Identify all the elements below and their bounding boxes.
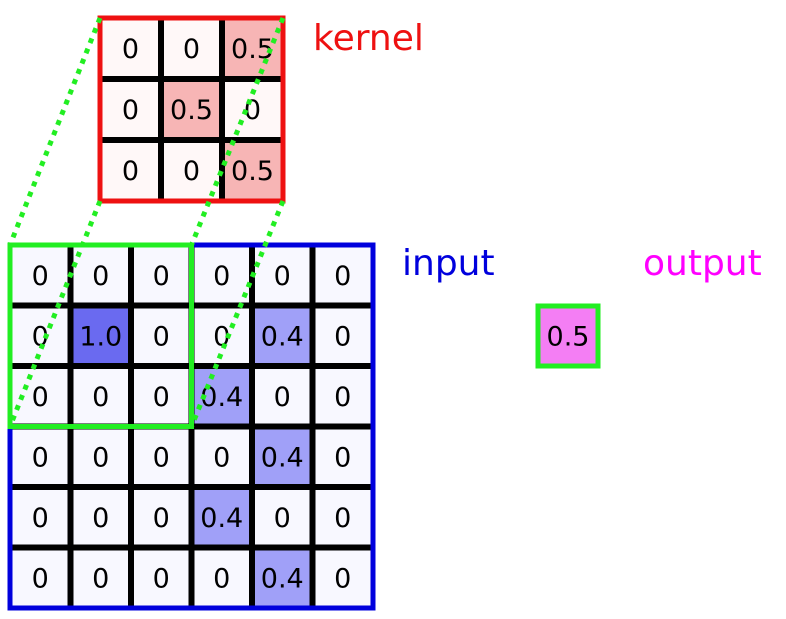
input-cell-value: 0 xyxy=(153,382,170,413)
projection-line xyxy=(7,200,103,428)
kernel-cell-value: 0.5 xyxy=(170,95,213,126)
input-cell-value: 0 xyxy=(274,503,291,534)
input-cell xyxy=(131,366,192,427)
input-label: input xyxy=(402,243,495,284)
input-cell xyxy=(191,245,252,306)
input-cell xyxy=(252,366,313,427)
receptive-field-box xyxy=(7,242,194,429)
kernel-cell xyxy=(222,140,283,201)
input-cell xyxy=(70,426,131,487)
projection-line xyxy=(189,17,286,246)
input-cell xyxy=(70,547,131,608)
input-cell xyxy=(312,366,373,427)
input-cell-value: 0 xyxy=(153,563,170,594)
input-cell-value: 0 xyxy=(153,321,170,352)
input-cell-value: 0 xyxy=(213,261,230,292)
input-cell-value: 0 xyxy=(32,563,49,594)
kernel-cell xyxy=(222,18,283,79)
kernel-cell-value: 0 xyxy=(122,95,139,126)
kernel-grid: 0 0 0.50 0.5 00 0 0.5 xyxy=(97,15,286,204)
input-cell xyxy=(312,547,373,608)
kernel-cell xyxy=(161,79,222,140)
input-cell-value: 0 xyxy=(213,563,230,594)
input-cell-value: 0.4 xyxy=(261,563,304,594)
kernel-cell-value: 0 xyxy=(122,34,139,65)
input-cell-value: 0 xyxy=(32,442,49,473)
input-cell-value: 1.0 xyxy=(79,321,122,352)
kernel-border xyxy=(97,15,286,204)
kernel-cell xyxy=(100,79,161,140)
input-cell-value: 0 xyxy=(92,442,109,473)
input-cell xyxy=(312,487,373,548)
input-cell-value: 0 xyxy=(334,503,351,534)
projection-lines xyxy=(7,17,286,428)
input-cell xyxy=(70,305,131,366)
input-cell-value: 0 xyxy=(32,261,49,292)
input-cell-value: 0 xyxy=(334,382,351,413)
kernel-label: kernel xyxy=(313,18,424,59)
input-cell xyxy=(312,426,373,487)
input-cell-value: 0 xyxy=(92,261,109,292)
input-cell-value: 0 xyxy=(32,382,49,413)
kernel-cell-value: 0 xyxy=(183,34,200,65)
input-cell-value: 0 xyxy=(92,503,109,534)
input-cell xyxy=(131,426,192,487)
input-cell xyxy=(131,245,192,306)
input-cell xyxy=(191,547,252,608)
input-cell xyxy=(10,487,71,548)
input-cell xyxy=(252,426,313,487)
kernel-cell-value: 0.5 xyxy=(231,156,274,187)
input-cell-value: 0 xyxy=(213,442,230,473)
input-cell-value: 0 xyxy=(92,382,109,413)
input-cell xyxy=(191,487,252,548)
input-cell-value: 0 xyxy=(274,382,291,413)
kernel-cell-value: 0 xyxy=(122,156,139,187)
input-cell-value: 0 xyxy=(334,563,351,594)
input-cell xyxy=(252,305,313,366)
input-cell-value: 0 xyxy=(153,442,170,473)
kernel-cell xyxy=(100,18,161,79)
input-cell xyxy=(70,487,131,548)
input-cell-value: 0 xyxy=(153,261,170,292)
input-cell xyxy=(131,305,192,366)
input-cell xyxy=(10,426,71,487)
input-cell xyxy=(312,305,373,366)
input-cell-value: 0 xyxy=(92,563,109,594)
projection-line xyxy=(189,200,286,428)
input-cell xyxy=(312,245,373,306)
input-cell xyxy=(191,426,252,487)
input-cell-value: 0.4 xyxy=(261,442,304,473)
input-cell-value: 0 xyxy=(334,321,351,352)
output-cell: 0.5 xyxy=(535,303,601,369)
kernel-cell-value: 0 xyxy=(183,156,200,187)
kernel-cell xyxy=(100,140,161,201)
input-cell xyxy=(10,547,71,608)
output-cell-box xyxy=(535,303,601,369)
input-cell-value: 0 xyxy=(274,261,291,292)
kernel-cell xyxy=(161,140,222,201)
output-value: 0.5 xyxy=(547,322,590,353)
input-cell xyxy=(252,547,313,608)
input-cell-value: 0 xyxy=(334,442,351,473)
input-cell xyxy=(131,487,192,548)
input-cell xyxy=(70,366,131,427)
input-cell-value: 0.4 xyxy=(200,503,243,534)
output-label: output xyxy=(643,243,762,284)
input-cell-value: 0.4 xyxy=(261,321,304,352)
input-cell xyxy=(252,487,313,548)
kernel-cell xyxy=(161,18,222,79)
projection-line xyxy=(7,17,103,246)
input-cell-value: 0 xyxy=(32,321,49,352)
input-cell-value: 0 xyxy=(32,503,49,534)
input-cell xyxy=(131,547,192,608)
input-cell-value: 0 xyxy=(153,503,170,534)
input-cell-value: 0 xyxy=(334,261,351,292)
